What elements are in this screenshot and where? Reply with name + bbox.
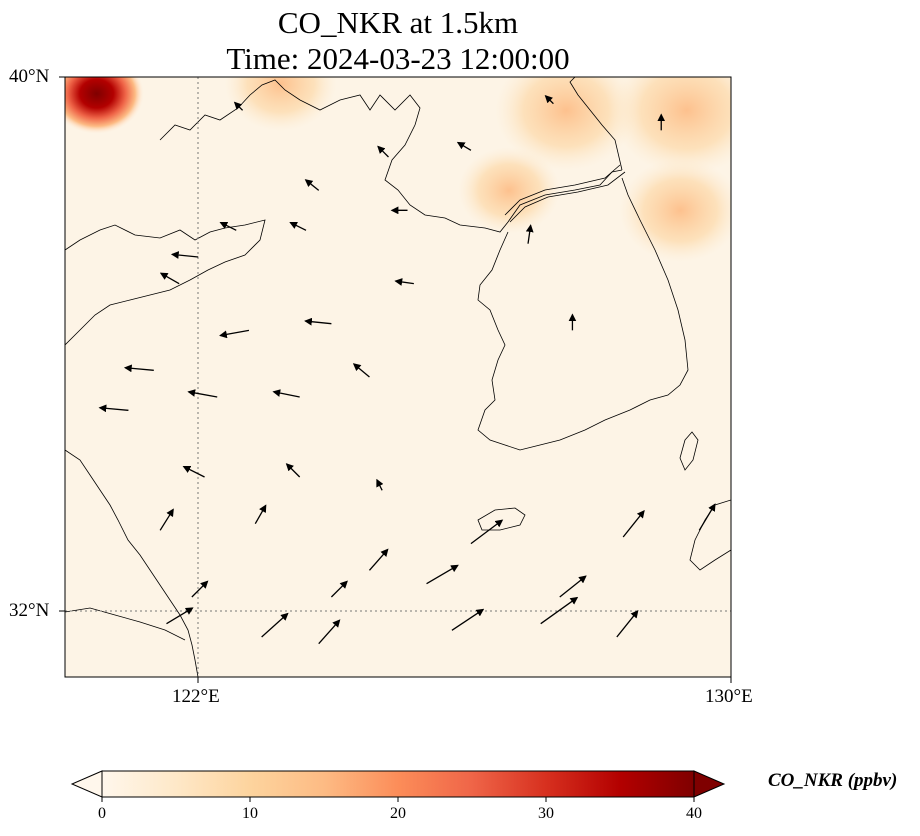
concentration-hotspot: [619, 158, 731, 263]
colorbar-bar: [102, 771, 694, 797]
wind-arrow: [622, 509, 645, 538]
wind-arrow: [159, 272, 180, 285]
colorbar-extend-max: [693, 770, 726, 798]
wind-arrow: [470, 519, 504, 545]
dmz-river-2: [509, 171, 626, 223]
colorbar-label: CO_NKR (ppbv): [768, 770, 898, 791]
wind-arrow: [166, 607, 194, 625]
lat-label-40n: 40°N: [9, 66, 50, 87]
lon-label-130e: 130°E: [705, 686, 753, 707]
jeju-island: [477, 507, 526, 531]
wind-arrow: [304, 317, 332, 326]
axis-ticks: [59, 76, 732, 683]
wind-arrow: [318, 619, 341, 645]
wind-arrow: [540, 596, 579, 625]
wind-arrow: [261, 612, 289, 638]
wind-arrow: [376, 478, 384, 491]
wind-arrow: [219, 329, 250, 339]
wind-arrow: [330, 580, 348, 598]
wind-arrow: [426, 564, 459, 585]
wind-arrow: [191, 580, 209, 598]
tsushima: [679, 431, 699, 471]
concentration-hotspot: [224, 77, 337, 132]
colorbar-tick-label: 10: [242, 805, 258, 822]
concentration-background: [65, 77, 731, 677]
korea-peninsula-west: [477, 177, 689, 451]
colorbar-ticks: [101, 797, 695, 802]
china-east-coast: [65, 449, 199, 677]
colorbar-tick-label: 20: [390, 805, 406, 822]
shandong-coast: [65, 219, 266, 346]
wind-arrow: [616, 609, 639, 638]
coastlines: [65, 77, 731, 677]
east-coast-north: [569, 77, 623, 171]
wind-arrow: [394, 278, 414, 286]
wind-arrow: [525, 224, 534, 244]
colorbar-tick-label: 0: [98, 805, 106, 822]
wind-arrow: [182, 466, 205, 478]
wind-arrow: [352, 363, 370, 378]
wind-arrow: [377, 145, 389, 158]
concentration-hotspot: [610, 77, 731, 175]
wind-arrow: [698, 503, 716, 531]
wind-arrow: [544, 94, 554, 105]
korea-west-coast: [384, 124, 623, 233]
wind-arrow: [187, 389, 218, 398]
wind-arrow: [123, 364, 154, 373]
concentration-hotspot: [65, 77, 145, 135]
dmz-river-1: [504, 164, 621, 216]
concentration-hotspot: [458, 146, 560, 234]
colorbar: [70, 770, 726, 802]
wind-arrow: [159, 508, 174, 531]
concentration-hotspots: [65, 77, 731, 263]
wind-arrow: [170, 251, 199, 259]
map-frame: [64, 76, 732, 678]
concentration-hotspot: [495, 77, 638, 171]
wind-arrow: [219, 221, 237, 231]
gridlines: [65, 77, 731, 677]
wind-arrow: [272, 389, 300, 398]
wind-arrow: [233, 101, 244, 111]
colorbar-extend-min: [70, 770, 103, 798]
wind-arrow: [451, 608, 485, 631]
yangtze-estuary: [65, 607, 186, 641]
colorbar-tick-label: 30: [538, 805, 554, 822]
colorbar-tick-label: 40: [686, 805, 702, 822]
wind-arrow: [254, 504, 267, 524]
lat-label-32n: 32°N: [9, 600, 50, 621]
map-area: [65, 77, 731, 677]
map-title: CO_NKR at 1.5km: [277, 5, 519, 40]
liaodong-coast: [159, 79, 421, 141]
wind-arrow: [289, 221, 307, 231]
map-time-subtitle: Time: 2024-03-23 12:00:00: [226, 41, 570, 76]
wind-arrow: [98, 404, 129, 413]
wind-arrow: [559, 575, 587, 598]
wind-arrow: [456, 141, 472, 151]
wind-arrow: [368, 548, 389, 571]
wind-arrow: [285, 463, 301, 478]
wind-vectors: [98, 94, 716, 645]
wind-arrow: [304, 179, 320, 191]
lon-label-122e: 122°E: [172, 686, 220, 707]
